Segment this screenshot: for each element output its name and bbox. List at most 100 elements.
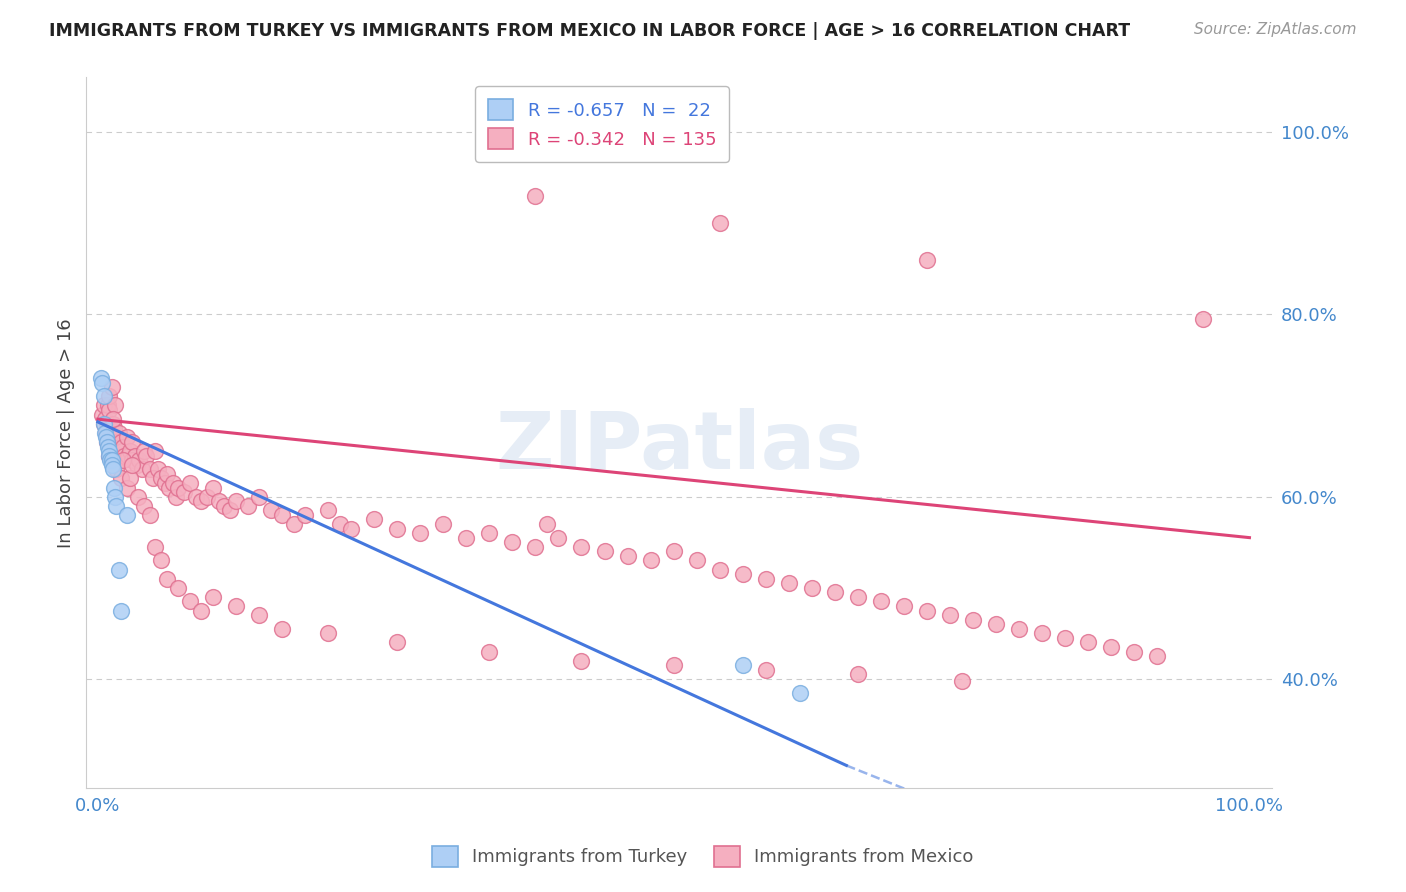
Point	[142, 471, 165, 485]
Legend: Immigrants from Turkey, Immigrants from Mexico: Immigrants from Turkey, Immigrants from …	[425, 838, 981, 874]
Point	[115, 430, 138, 444]
Point	[915, 252, 938, 267]
Point	[117, 449, 139, 463]
Point	[363, 512, 385, 526]
Point	[247, 490, 270, 504]
Point	[132, 499, 155, 513]
Point	[755, 572, 778, 586]
Point	[121, 453, 143, 467]
Point	[91, 408, 114, 422]
Point	[100, 458, 122, 472]
Point	[107, 425, 129, 440]
Point	[893, 599, 915, 613]
Point	[146, 462, 169, 476]
Point	[118, 471, 141, 485]
Point	[616, 549, 638, 563]
Point	[316, 626, 339, 640]
Y-axis label: In Labor Force | Age > 16: In Labor Force | Age > 16	[58, 318, 75, 548]
Point	[1077, 635, 1099, 649]
Point	[162, 475, 184, 490]
Point	[165, 490, 187, 504]
Point	[478, 644, 501, 658]
Point	[97, 440, 120, 454]
Point	[96, 417, 118, 431]
Point	[93, 417, 115, 431]
Point	[105, 499, 128, 513]
Point	[190, 603, 212, 617]
Point	[93, 417, 115, 431]
Point	[101, 434, 124, 449]
Point	[96, 434, 118, 449]
Point	[219, 503, 242, 517]
Point	[167, 481, 190, 495]
Point	[150, 553, 173, 567]
Point	[214, 499, 236, 513]
Point	[456, 531, 478, 545]
Point	[167, 581, 190, 595]
Point	[131, 462, 153, 476]
Point	[329, 516, 352, 531]
Point	[104, 430, 127, 444]
Point	[93, 425, 115, 440]
Point	[1099, 640, 1122, 654]
Point	[156, 467, 179, 481]
Point	[524, 540, 547, 554]
Point	[93, 389, 115, 403]
Point	[100, 453, 122, 467]
Point	[190, 494, 212, 508]
Point	[179, 594, 201, 608]
Point	[1031, 626, 1053, 640]
Point	[478, 526, 501, 541]
Point	[208, 494, 231, 508]
Point	[778, 576, 800, 591]
Point	[105, 462, 128, 476]
Point	[145, 444, 167, 458]
Point	[824, 585, 846, 599]
Point	[98, 449, 121, 463]
Point	[150, 471, 173, 485]
Point	[294, 508, 316, 522]
Point	[100, 380, 122, 394]
Point	[153, 475, 176, 490]
Point	[90, 371, 112, 385]
Point	[1123, 644, 1146, 658]
Point	[112, 453, 135, 467]
Point	[105, 440, 128, 454]
Point	[225, 599, 247, 613]
Point	[950, 673, 973, 688]
Point	[115, 508, 138, 522]
Point	[283, 516, 305, 531]
Point	[132, 444, 155, 458]
Point	[731, 658, 754, 673]
Point	[236, 499, 259, 513]
Point	[1054, 631, 1077, 645]
Point	[108, 444, 131, 458]
Point	[110, 603, 132, 617]
Point	[340, 522, 363, 536]
Point	[846, 667, 869, 681]
Point	[118, 444, 141, 458]
Point	[939, 608, 962, 623]
Point	[571, 654, 593, 668]
Point	[247, 608, 270, 623]
Point	[536, 516, 558, 531]
Point	[91, 376, 114, 390]
Point	[110, 471, 132, 485]
Point	[101, 417, 124, 431]
Point	[127, 490, 149, 504]
Point	[731, 567, 754, 582]
Point	[271, 622, 294, 636]
Point	[195, 490, 218, 504]
Point	[709, 216, 731, 230]
Point	[98, 403, 121, 417]
Point	[432, 516, 454, 531]
Point	[103, 481, 125, 495]
Point	[846, 590, 869, 604]
Point	[1008, 622, 1031, 636]
Point	[121, 458, 143, 472]
Point	[135, 449, 157, 463]
Point	[100, 425, 122, 440]
Point	[1192, 312, 1215, 326]
Point	[112, 449, 135, 463]
Point	[112, 440, 135, 454]
